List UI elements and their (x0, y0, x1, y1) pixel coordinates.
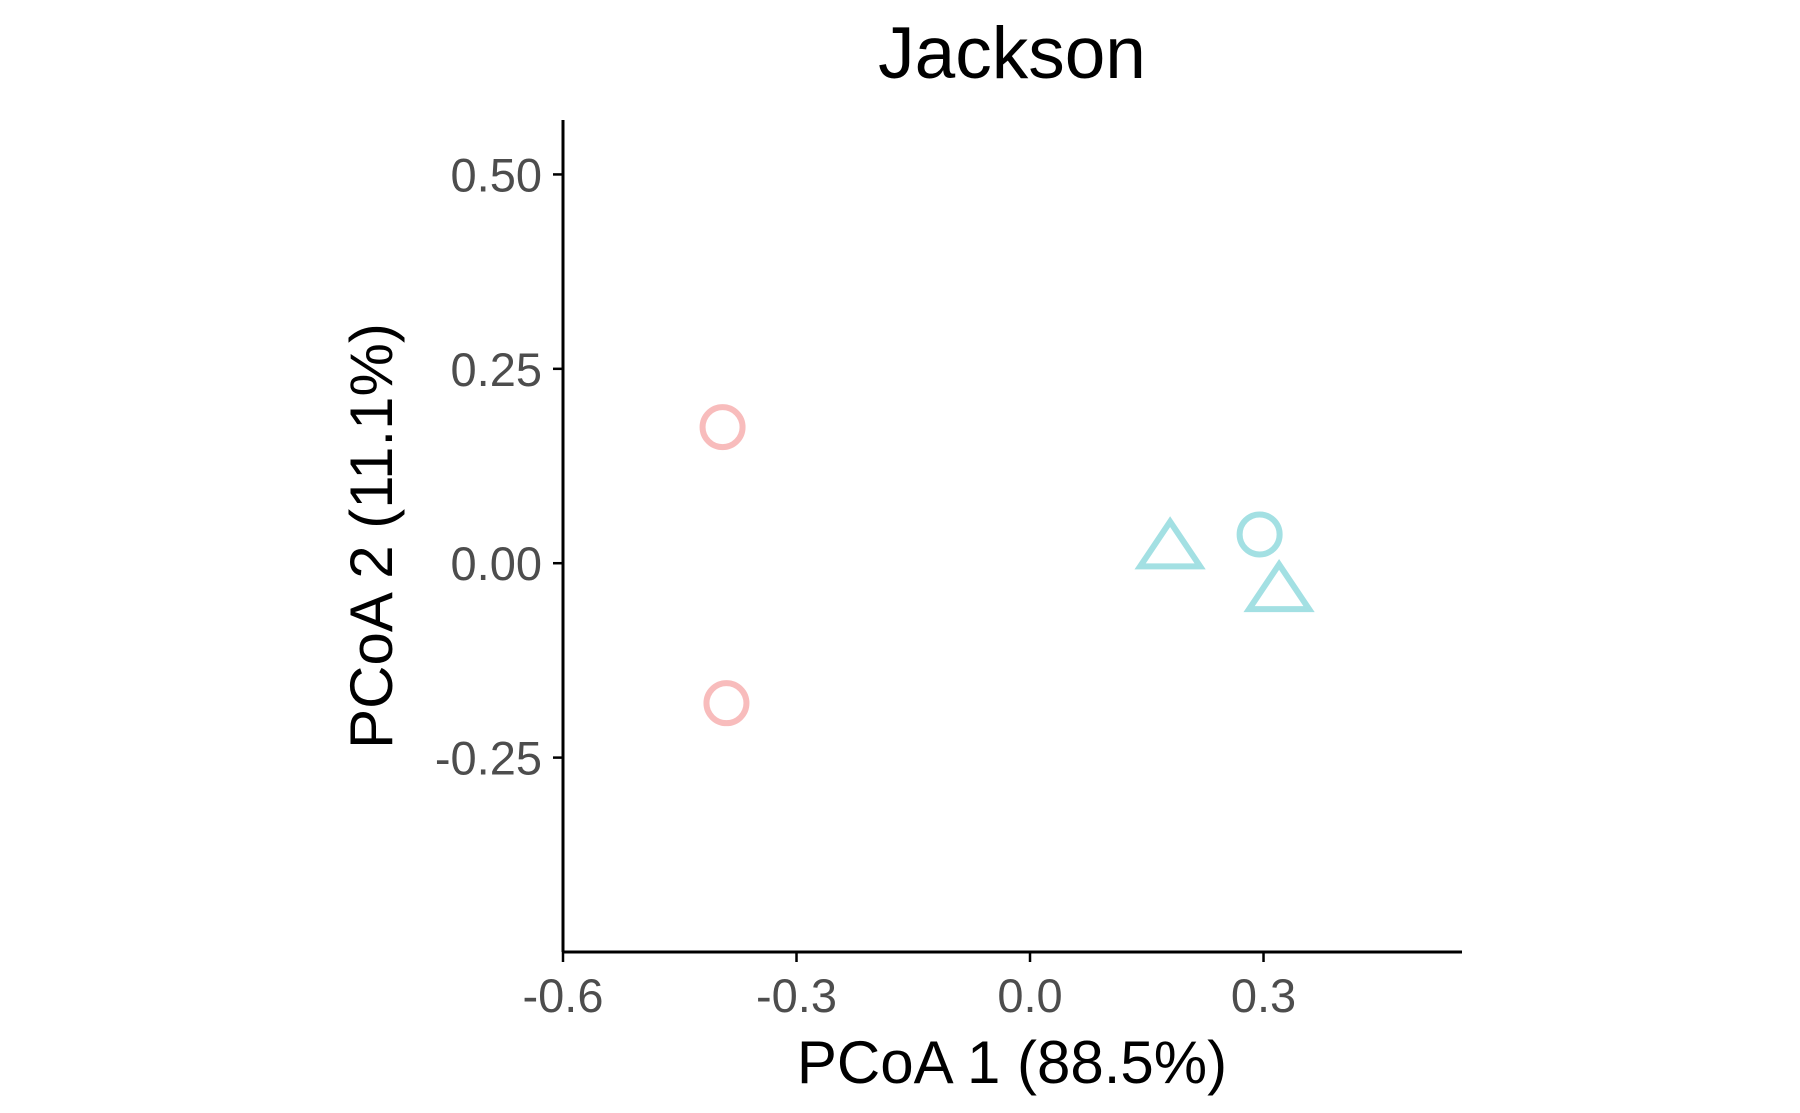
x-tick-label: 0.0 (997, 969, 1062, 1022)
y-axis-title: PCoA 2 (11.1%) (338, 323, 405, 749)
y-tick-label: 0.50 (451, 148, 542, 201)
x-tick-label: -0.3 (756, 969, 837, 1022)
y-tick-label: 0.25 (451, 343, 542, 396)
circle-point (699, 404, 746, 451)
y-tick-label: 0.00 (451, 537, 542, 590)
x-axis-title: PCoA 1 (88.5%) (797, 1029, 1227, 1096)
triangle-point (1243, 559, 1315, 613)
x-tick-label: 0.3 (1231, 969, 1296, 1022)
circle-point (1236, 511, 1283, 558)
chart-title: Jackson (878, 13, 1146, 94)
triangle-point (1134, 516, 1206, 570)
circle-point (703, 680, 750, 727)
x-axis-ticks: -0.6 -0.3 0.0 0.3 (523, 952, 1296, 1022)
y-axis-ticks: 0.50 0.25 0.00 -0.25 (435, 148, 563, 785)
y-tick-label: -0.25 (435, 732, 542, 785)
plot-area (699, 404, 1315, 727)
x-tick-label: -0.6 (523, 969, 604, 1022)
